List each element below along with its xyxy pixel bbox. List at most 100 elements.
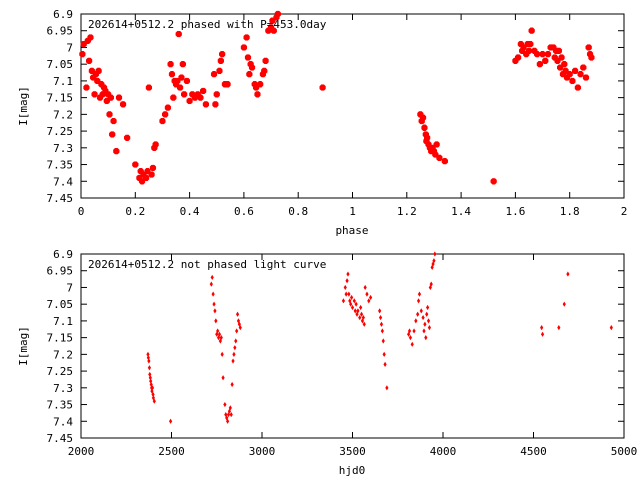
y-tick-label: 6.9 [53,248,73,261]
y-tick-label: 7.45 [47,192,74,205]
data-point [378,308,382,314]
data-point [238,325,242,331]
data-point [148,171,155,178]
unphased-y-axis-label: I[mag] [17,326,30,366]
data-point [209,281,213,287]
data-point [514,54,522,61]
data-point [123,134,131,141]
data-point [353,308,357,314]
data-point [215,331,219,337]
x-tick-label: 0.6 [234,205,254,218]
phased-x-axis-label: phase [335,224,368,237]
data-point [225,415,229,421]
x-tick-label: 1 [349,205,356,218]
data-point [358,314,362,321]
y-tick-label: 7.3 [53,142,73,155]
data-point [433,251,437,257]
x-tick-label: 4500 [520,445,547,458]
data-point [214,318,218,324]
data-point [227,408,232,414]
data-point [367,298,371,304]
unphased-points [146,251,613,424]
data-point [540,325,544,331]
data-point [421,314,425,321]
x-tick-label: 1.4 [451,205,471,218]
data-point [354,301,358,307]
data-point [365,291,369,297]
data-point [561,60,568,68]
data-point [231,358,235,364]
data-point [428,284,432,291]
data-point [580,64,587,71]
data-point [378,314,383,321]
data-point [425,311,429,317]
x-tick-label: 0.8 [288,205,308,218]
data-point [148,371,152,378]
data-point [429,281,433,287]
data-point [230,381,234,388]
unphased-chart: 6.9 6.95 7 7.05 7.1 7.15 7.2 7.25 7.3 7.35 7.4 7.45… [17,248,637,477]
phased-y-ticks: 6.9 6.95 7 7.05 7.1 7.15 7.2 7.25 7.3 7.35 7.4 7.45 [47,8,624,205]
data-point [119,101,127,108]
data-point [348,298,352,304]
data-point [588,54,595,61]
y-tick-label: 7 [66,41,73,54]
data-point [106,111,113,118]
data-point [232,351,236,357]
phased-y-axis-label: I[mag] [17,86,30,126]
data-point [233,345,237,351]
y-tick-label: 7.15 [47,332,74,345]
data-point [416,298,421,304]
data-point [585,44,592,51]
data-point [213,308,217,314]
data-point [346,271,350,277]
data-point [221,375,225,381]
phased-chart: 6.9 6.95 7 7.05 7.1 7.15 7.2 7.25 7.3 7.35 7.4 7.45… [17,8,627,237]
phased-chart-title: 202614+0512.2 phased with P=453.0day [88,18,327,31]
data-point [85,57,93,65]
phased-plot-frame [80,13,625,199]
data-point [557,325,561,331]
data-point [217,331,222,337]
data-point [152,398,156,404]
data-point [369,294,373,301]
data-point [175,30,182,38]
data-point [226,418,230,424]
data-point [219,335,223,341]
data-point [407,328,412,334]
data-point [167,60,174,68]
y-tick-label: 7.1 [53,315,73,328]
y-tick-label: 7.35 [47,399,74,412]
data-point [147,365,152,371]
y-tick-label: 7.05 [47,58,74,71]
y-tick-label: 7.25 [47,365,74,378]
data-point [244,54,252,61]
data-point [216,67,223,75]
data-point [226,411,231,418]
data-point [417,291,422,297]
x-tick-label: 2 [621,205,628,218]
data-point [410,341,414,347]
data-point [149,378,153,384]
data-point [408,335,413,341]
phased-x-ticks: 0 0.2 0.4 0.6 0.8 1 1.2 1.4 1.6 1.8 2 [78,14,628,218]
data-point [582,74,590,81]
data-point [220,351,224,357]
unphased-chart-title: 202614+0512.2 not phased light curve [88,258,326,271]
y-tick-label: 6.95 [47,265,74,278]
data-point [528,27,535,34]
data-point [254,91,261,98]
data-point [132,161,139,168]
y-tick-label: 7.1 [53,75,73,88]
data-point [168,418,173,424]
data-point [427,325,432,331]
data-point [212,101,219,108]
data-point [237,321,241,327]
y-tick-label: 7.2 [53,348,73,361]
data-point [426,304,430,311]
data-point [146,351,150,357]
data-point [385,385,389,391]
data-point [228,405,232,411]
data-point [360,318,365,324]
data-point [145,84,153,91]
